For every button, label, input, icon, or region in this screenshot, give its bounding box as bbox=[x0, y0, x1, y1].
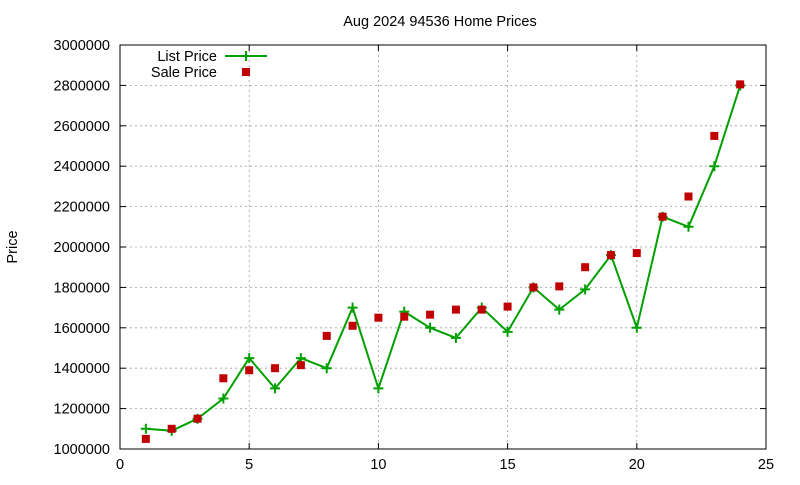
y-tick-label: 2000000 bbox=[54, 240, 110, 256]
sale-price-point bbox=[271, 364, 280, 373]
x-tick-label: 15 bbox=[500, 457, 516, 473]
list-price-point bbox=[425, 322, 436, 333]
list-price-point bbox=[631, 322, 642, 333]
sale-price-point bbox=[658, 212, 667, 221]
sale-price-point bbox=[374, 313, 383, 322]
sale-price-point bbox=[245, 366, 254, 375]
sale-price-point bbox=[426, 310, 435, 319]
plot-frame bbox=[119, 44, 767, 450]
y-tick-label: 1200000 bbox=[54, 402, 110, 418]
sale-price-point bbox=[193, 414, 202, 423]
sale-price-point bbox=[477, 305, 486, 314]
sale-price-point bbox=[322, 331, 331, 340]
list-price-point bbox=[373, 383, 384, 394]
list-price-point bbox=[683, 221, 694, 232]
sale-price-point bbox=[684, 192, 693, 201]
sale-price-point bbox=[529, 283, 538, 292]
list-price-point bbox=[218, 393, 229, 404]
y-tick-label: 1400000 bbox=[54, 361, 110, 377]
y-tick-label: 1600000 bbox=[54, 321, 110, 337]
list-price-point bbox=[140, 423, 151, 434]
y-tick-label: 3000000 bbox=[54, 38, 110, 54]
list-price-point bbox=[580, 284, 591, 295]
list-price-point bbox=[244, 353, 255, 364]
sale-price-point bbox=[141, 434, 150, 443]
sale-price-point bbox=[296, 361, 305, 370]
y-tick-label: 2600000 bbox=[54, 119, 110, 135]
sale-price-point bbox=[555, 282, 564, 291]
list-price-point bbox=[321, 363, 332, 374]
y-tick-label: 1800000 bbox=[54, 280, 110, 296]
x-tick-label: 0 bbox=[116, 457, 124, 473]
x-tick-label: 25 bbox=[758, 457, 774, 473]
sale-price-point bbox=[451, 305, 460, 314]
sale-price-point bbox=[736, 80, 745, 89]
sale-price-point bbox=[503, 302, 512, 311]
legend-label: List Price bbox=[157, 49, 217, 65]
grid-layer bbox=[120, 45, 766, 449]
sale-price-point bbox=[167, 424, 176, 433]
list-price-point bbox=[709, 161, 720, 172]
legend-swatch-plus bbox=[241, 51, 251, 61]
legend-label: Sale Price bbox=[151, 65, 217, 81]
x-tick-label: 10 bbox=[370, 457, 386, 473]
sale-price-point bbox=[348, 321, 357, 330]
y-tick-label: 2200000 bbox=[54, 200, 110, 216]
axis-layer: 0 5 10 15 20 25 1000000 1200000 1400000 1600000 18… bbox=[54, 38, 775, 473]
list-price-line bbox=[145, 85, 742, 432]
sale-price-point bbox=[710, 131, 719, 140]
chart-title: Aug 2024 94536 Home Prices bbox=[343, 14, 536, 30]
list-price-point bbox=[554, 304, 565, 315]
y-tick-label: 2800000 bbox=[54, 78, 110, 94]
sale-price-point bbox=[400, 312, 409, 321]
sale-price-point bbox=[632, 249, 641, 258]
sale-price-point bbox=[219, 374, 228, 383]
x-tick-label: 20 bbox=[629, 457, 645, 473]
list-price-point bbox=[502, 326, 513, 337]
sale-price-point bbox=[581, 263, 590, 272]
list-price-point bbox=[347, 302, 358, 313]
y-tick-label: 1000000 bbox=[54, 442, 110, 458]
legend-swatch-square bbox=[242, 68, 250, 76]
series-layer bbox=[140, 80, 746, 443]
list-price-point bbox=[270, 383, 281, 394]
y-tick-label: 2400000 bbox=[54, 159, 110, 175]
list-price-point bbox=[450, 332, 461, 343]
y-axis-label: Price bbox=[5, 230, 21, 263]
sale-price-point bbox=[606, 251, 615, 260]
x-tick-label: 5 bbox=[245, 457, 253, 473]
